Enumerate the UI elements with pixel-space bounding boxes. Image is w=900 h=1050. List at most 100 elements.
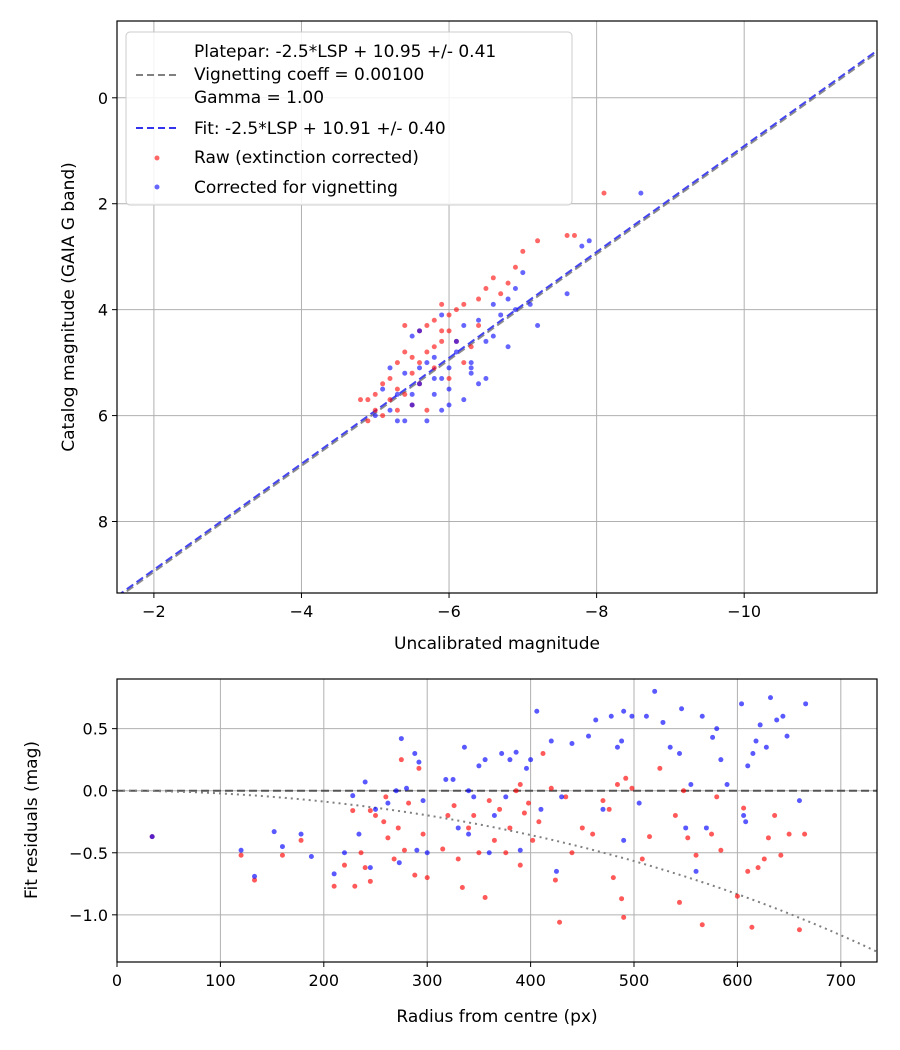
corrected-point (774, 717, 780, 723)
raw-point (709, 831, 715, 837)
raw-point (579, 825, 585, 831)
raw-point (693, 852, 699, 858)
raw-point (761, 856, 767, 862)
raw-point (406, 800, 412, 806)
raw-point (718, 847, 724, 853)
bottom-y-axis-label: Fit residuals (mag) (22, 741, 42, 899)
corrected-point (468, 365, 474, 371)
raw-point (530, 837, 536, 843)
raw-point (672, 813, 678, 819)
bottom-x-ticks: 0 100 200 300 400 500 600 700 (112, 962, 856, 990)
raw-point (535, 238, 541, 244)
corrected-point (341, 850, 347, 856)
x-tick-label: 600 (722, 971, 753, 990)
raw-point (569, 850, 575, 856)
raw-point (431, 344, 437, 350)
raw-point (623, 775, 629, 781)
raw-point (526, 800, 532, 806)
corrected-point (483, 338, 489, 344)
corrected-point (394, 418, 400, 424)
corrected-point (468, 360, 474, 366)
corrected-point (362, 779, 368, 785)
corrected-point (527, 301, 533, 307)
corrected-point (471, 794, 477, 800)
legend-box (125, 31, 573, 206)
raw-point (367, 808, 373, 814)
corrected-point (439, 376, 445, 381)
corrected-point (548, 738, 554, 744)
corrected-point (499, 750, 505, 756)
corrected-point (387, 365, 393, 371)
corrected-point (693, 868, 699, 874)
corrected-point (513, 749, 519, 755)
corrected-point (660, 719, 666, 725)
raw-point (772, 813, 778, 819)
corrected-point (461, 744, 467, 750)
corrected-point (431, 376, 437, 381)
magnitude-chart: −2 −4 −6 −8 −10 0 2 4 6 8 Uncalibrated magnitude… (59, 20, 878, 654)
corrected-point (466, 788, 472, 794)
corrected-point (443, 777, 449, 783)
corrected-point (534, 708, 540, 714)
raw-point (476, 323, 482, 329)
x-tick-label: −10 (727, 602, 761, 621)
corrected-point (439, 312, 445, 318)
raw-point (420, 831, 426, 837)
corrected-point (491, 813, 497, 819)
raw-point (486, 798, 492, 804)
raw-point (507, 825, 513, 831)
raw-point (402, 323, 408, 329)
corrected-point (517, 847, 523, 853)
corrected-point (149, 834, 155, 840)
top-y-axis-label: Catalog magnitude (GAIA G band) (59, 162, 79, 452)
corrected-point (417, 365, 423, 371)
raw-point (279, 852, 285, 858)
corrected-point (741, 813, 747, 819)
corrected-point (629, 713, 635, 719)
corrected-point (308, 853, 314, 859)
raw-point (557, 919, 563, 925)
raw-point (749, 924, 755, 930)
bottom-data-points (149, 688, 809, 933)
raw-point (424, 323, 430, 329)
raw-point (471, 813, 477, 819)
corrected-point (512, 307, 518, 313)
corrected-point (559, 794, 565, 800)
raw-point (476, 296, 482, 302)
raw-point (685, 835, 691, 841)
corrected-point (512, 285, 518, 291)
corrected-point (393, 788, 399, 794)
raw-point (461, 360, 467, 366)
raw-point (619, 896, 625, 902)
raw-point (431, 317, 437, 323)
raw-point (536, 819, 542, 825)
raw-point (383, 794, 389, 800)
corrected-point (505, 344, 511, 350)
y-tick-label: 2 (98, 195, 108, 214)
corrected-point (483, 376, 489, 381)
raw-point (362, 865, 368, 871)
corrected-point (450, 777, 456, 783)
x-tick-label: −8 (585, 602, 609, 621)
raw-point (520, 248, 526, 254)
raw-point (734, 893, 740, 899)
corrected-point (367, 865, 373, 871)
corrected-point (453, 338, 459, 344)
legend-raw-swatch (154, 155, 160, 161)
corrected-point (417, 381, 423, 387)
raw-point (252, 877, 258, 883)
raw-point (398, 757, 404, 763)
corrected-point (763, 744, 769, 750)
raw-point (461, 301, 467, 307)
raw-point (380, 381, 386, 387)
corrected-point (461, 397, 467, 403)
corrected-point (593, 717, 599, 723)
raw-point (439, 301, 445, 307)
corrected-point (523, 765, 529, 771)
x-tick-label: −2 (142, 602, 166, 621)
raw-point (459, 885, 465, 891)
raw-point (373, 813, 379, 819)
raw-point (517, 862, 523, 868)
raw-point (298, 837, 304, 843)
raw-point (365, 397, 371, 403)
